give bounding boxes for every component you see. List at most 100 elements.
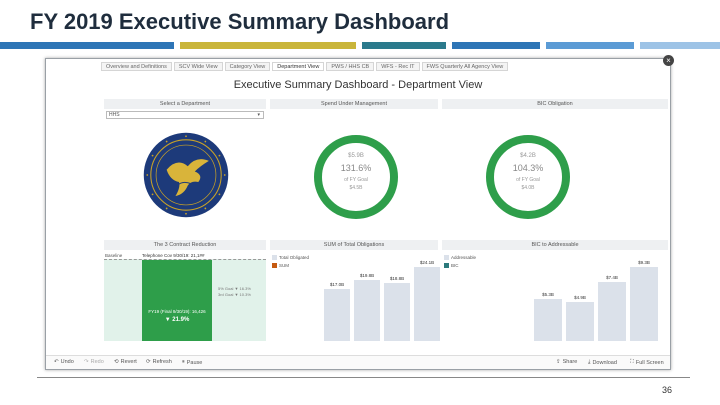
bic-bar-label: $9.3B [638, 260, 650, 265]
goal-1-value: ▼ 16.3% [234, 286, 251, 291]
reduction-bar-percent: ▼ 21.9% [164, 317, 190, 323]
pause-label: Pause [186, 359, 203, 366]
dashboard-frame: × Overview and Definitions SCV Wide View… [45, 55, 674, 370]
obligation-bar-label: $24.1B [419, 260, 435, 265]
bic-goal-value: $4.0B [521, 185, 535, 191]
chevron-down-icon: ▾ [257, 112, 260, 118]
obligation-bar-label: $17.0B [329, 282, 345, 287]
obligation-bar-label: $19.8B [359, 273, 375, 278]
share-button[interactable]: ⇪ Share [556, 359, 577, 365]
full-screen-icon: ⛶ [630, 359, 634, 365]
legend-addressable: Addressable [444, 255, 476, 260]
tab-wfs[interactable]: WFS - Rec IT [376, 62, 420, 71]
total-obligations-header: SUM of Total Obligations [270, 240, 438, 250]
sum-goal-value: $4.5B [349, 185, 363, 191]
tab-scv-wide[interactable]: SCV Wide View [173, 62, 223, 71]
select-department-header: Select a Department [104, 99, 266, 109]
full-screen-button[interactable]: ⛶ Full Screen [630, 359, 664, 366]
bic-bar [534, 299, 562, 341]
legend-swatch-total-obligated [272, 255, 277, 260]
baseline-line [104, 259, 266, 260]
legend-addressable-label: Addressable [451, 255, 477, 260]
accent-bar-5 [546, 42, 634, 49]
reduction-bar-label: FY19 (Final 9/30/19): 16,426 [148, 309, 206, 314]
baseline-label: Baseline [105, 253, 123, 258]
accent-bar-1 [0, 42, 174, 49]
revert-label: Revert [120, 359, 137, 365]
accent-bar-2 [180, 42, 356, 49]
redo-button[interactable]: ↷ Redo [84, 359, 104, 365]
share-label: Share [562, 359, 578, 365]
slide-title: FY 2019 Executive Summary Dashboard [30, 9, 450, 34]
baseline-value: Telephone Cov 9/30/19: 21,1## [142, 253, 205, 258]
page-number: 36 [661, 385, 672, 395]
tab-pws[interactable]: PWS / HHS CB [326, 62, 375, 71]
refresh-icon: ⟳ [146, 359, 151, 365]
undo-icon: ↶ [54, 359, 59, 365]
legend-total-obligated-label: Total Obligated [279, 255, 310, 260]
bic-actual: $4.2B [520, 153, 536, 159]
spend-under-management-donut: $5.9B 131.6% of FY Goal $4.5B [310, 131, 402, 223]
reduction-bar [142, 260, 212, 341]
bic-goal-label: of FY Goal [516, 177, 540, 183]
sum-percent: 131.6% [340, 163, 372, 173]
bic-bar-label: $5.3B [542, 292, 554, 297]
redo-icon: ↷ [84, 359, 89, 365]
legend-bic-label: BIC [451, 263, 459, 268]
hhs-seal-icon [143, 132, 229, 218]
pause-button[interactable]: ⏸ Pause [182, 359, 202, 366]
bic-addressable-chart: Addressable BIC $5.3B $4.9B $7.4B $9.3B [442, 253, 668, 341]
bic-bar-label: $7.4B [606, 275, 618, 280]
full-screen-label: Full Screen [635, 359, 664, 366]
dashboard-tabs: Overview and Definitions SCV Wide View C… [101, 62, 509, 71]
tab-overview[interactable]: Overview and Definitions [101, 62, 172, 71]
revert-button[interactable]: ⟲ Revert [114, 359, 137, 365]
refresh-label: Refresh [152, 359, 172, 365]
bic-bar-label: $4.9B [574, 295, 586, 300]
donut-ring-sum [314, 135, 398, 219]
goal-2-text: 3rd Goal [218, 292, 234, 297]
sum-goal-label: of FY Goal [344, 177, 368, 183]
legend-bic: BIC [444, 263, 459, 268]
bic-percent: 104.3% [512, 163, 544, 173]
accent-bar-6 [640, 42, 720, 49]
obligation-bar [354, 280, 380, 341]
spend-under-management-header: Spend Under Management [270, 99, 438, 109]
contract-reduction-chart: Baseline Telephone Cov 9/30/19: 21,1## F… [104, 253, 266, 341]
department-select[interactable]: HHS ▾ [106, 111, 264, 119]
goal-2-label: 3rd Goal ▼ 10.3% [218, 292, 251, 297]
pause-icon: ⏸ [182, 359, 185, 365]
tab-department[interactable]: Department View [272, 62, 325, 71]
download-label: Download [592, 359, 617, 366]
goal-1-text: 5% Goal [218, 286, 234, 291]
sum-actual: $5.9B [348, 153, 364, 159]
bic-obligation-header: BIC Obligation [442, 99, 668, 109]
obligation-bar-label: $18.8B [389, 276, 405, 281]
tab-fws-quarterly[interactable]: FWS Quarterly All Agency View [421, 62, 509, 71]
legend-swatch-addressable [444, 255, 449, 260]
bic-bar [566, 302, 594, 341]
close-icon[interactable]: × [663, 55, 674, 66]
legend-swatch-sum [272, 263, 277, 268]
redo-label: Redo [90, 359, 104, 365]
dashboard-title: Executive Summary Dashboard - Department… [233, 79, 483, 91]
department-select-value: HHS [109, 112, 120, 118]
accent-bar-3 [362, 42, 446, 49]
legend-total-obligated: Total Obligated [272, 255, 309, 260]
undo-button[interactable]: ↶ Undo [54, 359, 74, 365]
obligation-bar [324, 289, 350, 341]
dashboard-toolbar: ↶ Undo ↷ Redo ⟲ Revert ⟳ Refresh ⏸ Pause… [46, 355, 670, 369]
share-icon: ⇪ [556, 359, 561, 365]
footer-divider [37, 377, 690, 378]
donut-ring-bic [486, 135, 570, 219]
tab-category[interactable]: Category View [224, 62, 271, 71]
download-button[interactable]: ⤓ Download [588, 359, 617, 366]
revert-icon: ⟲ [114, 359, 119, 365]
refresh-button[interactable]: ⟳ Refresh [146, 359, 172, 365]
contract-reduction-header: The 3 Contract Reduction [104, 240, 266, 250]
bic-bar [598, 282, 626, 341]
legend-sum-label: SUM [279, 263, 289, 268]
bic-obligation-donut: $4.2B 104.3% of FY Goal $4.0B [482, 131, 574, 223]
download-icon: ⤓ [588, 359, 591, 365]
